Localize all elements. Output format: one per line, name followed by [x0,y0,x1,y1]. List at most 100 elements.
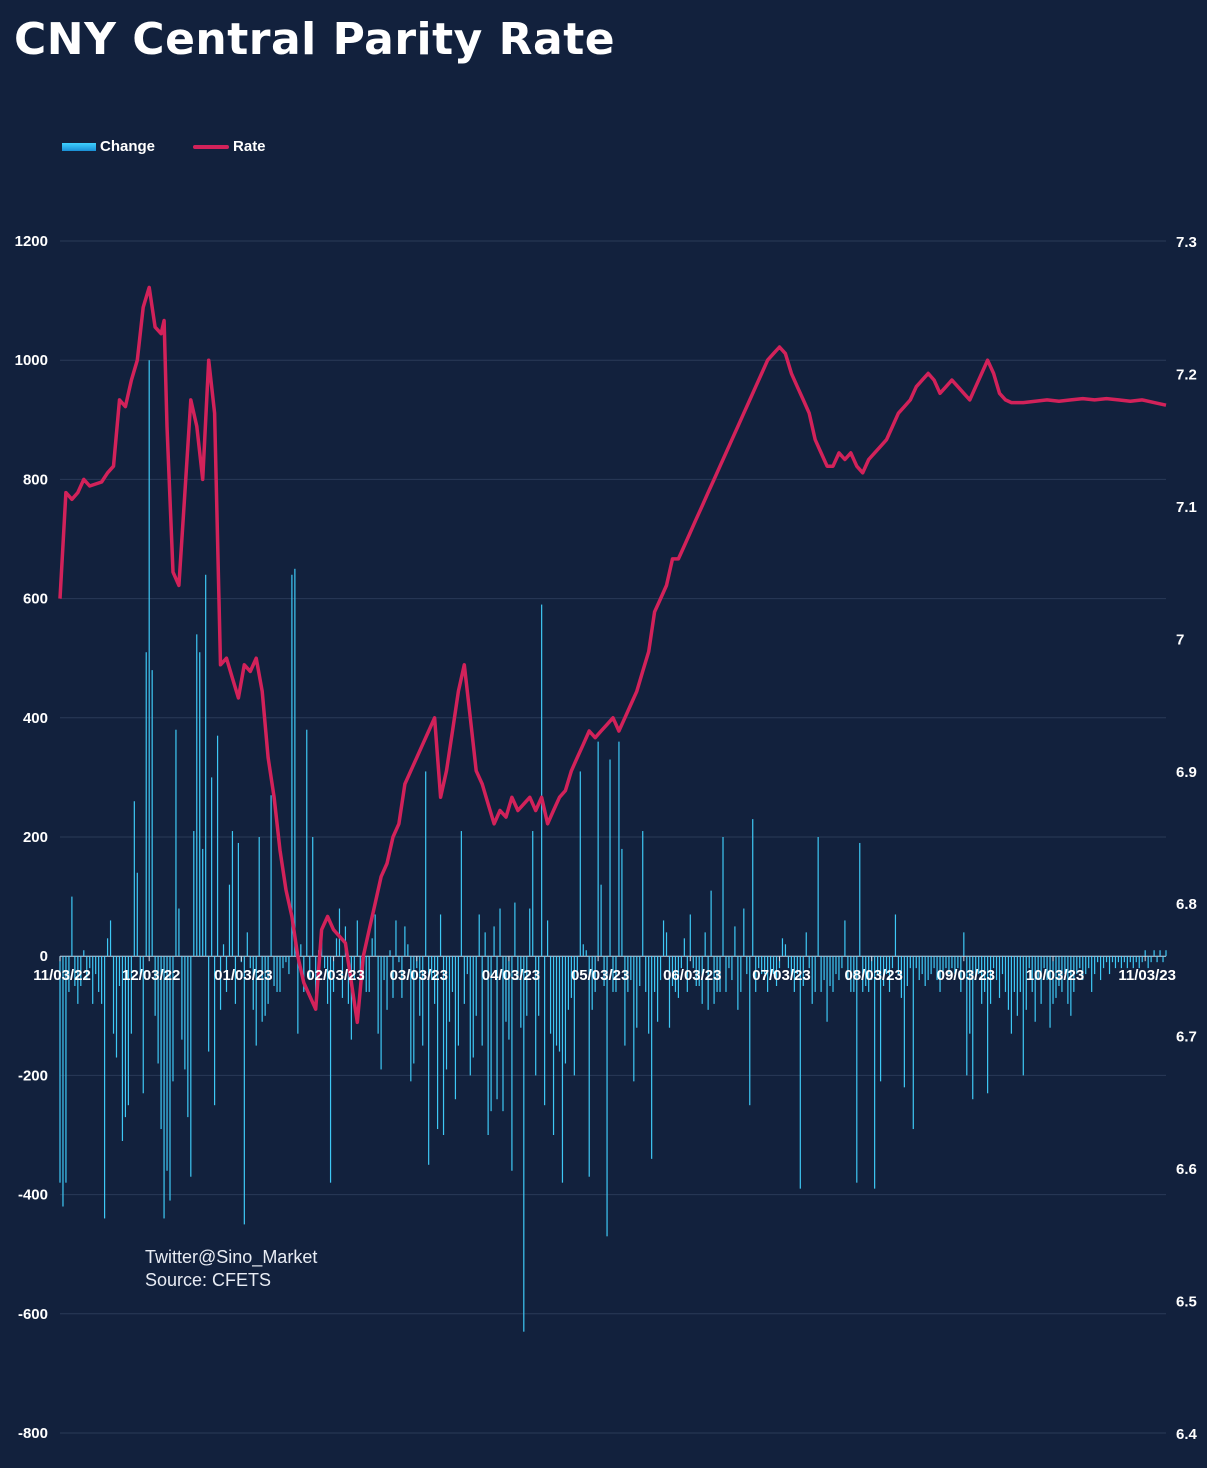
change-bar [196,634,198,957]
change-bar [639,956,641,986]
change-bar [517,956,519,981]
change-bar [933,956,935,969]
right-axis: 7.3 7.2 7.1 7 6.9 6.8 6.7 6.6 6.5 6.4 [1176,234,1198,1443]
change-bar [859,842,861,957]
left-tick-label: -800 [18,1425,48,1442]
legend-item-change[interactable]: Change [62,138,155,155]
change-bar [749,956,751,1106]
change-bar [98,956,100,992]
x-tick-label: 06/03/23 [663,967,721,984]
change-bar [775,956,778,986]
change-bar [92,956,94,1004]
change-bar [273,956,275,986]
change-bar [1061,956,1063,992]
change-bar [784,944,787,957]
change-bar [77,956,79,1004]
change-bar [897,956,900,975]
change-bar [835,956,837,975]
x-tick-label: 04/03/23 [482,967,540,984]
x-tick-label: 10/03/23 [1026,967,1084,984]
change-bar [193,831,195,957]
change-bar [877,956,879,975]
change-bar [68,956,70,992]
change-bar [769,956,772,981]
change-bar [582,944,584,957]
change-bar [1016,956,1018,1016]
change-bar [677,956,680,998]
x-tick-label: 11/03/22 [33,967,91,984]
change-bar [332,956,335,992]
rate-line-group [58,285,1167,1025]
change-bar [1094,956,1096,975]
change-bar [535,956,537,1076]
change-bar [778,956,781,969]
change-bar [118,956,121,986]
change-bar [1132,956,1134,969]
left-tick-label: -400 [18,1187,48,1204]
change-bar [764,956,766,975]
change-bar [844,920,846,957]
change-bar [758,956,760,969]
change-bar [975,956,977,981]
change-bar [909,956,911,969]
change-bar [1049,956,1051,1028]
change-bar [541,604,543,957]
change-bar [219,956,222,1010]
change-bar [683,938,685,957]
change-bar [428,956,430,1165]
change-bar [1129,956,1131,963]
change-bar [743,908,745,957]
change-bar [930,956,932,975]
legend-item-rate[interactable]: Rate [193,138,266,155]
change-bar [761,956,763,975]
change-bar [772,956,775,975]
right-tick-label: 7 [1176,631,1184,648]
right-tick-label: 6.5 [1176,1294,1197,1311]
change-bar [163,956,165,1219]
change-bar [454,956,457,1100]
change-bar [627,956,629,992]
change-bar [891,956,894,969]
change-bar [258,837,260,957]
change-bar [805,932,807,957]
change-bar [505,956,507,1022]
change-bar [89,956,91,969]
change-bar [234,956,237,1004]
change-bar [796,956,798,975]
watermark-source: Source: CFETS [145,1270,272,1290]
change-bar [365,956,367,992]
change-bar [353,956,355,981]
left-tick-label: 1200 [15,233,48,250]
left-tick-label: 400 [23,710,48,727]
change-bar [368,956,370,992]
change-bar [942,956,944,975]
change-bar [659,956,662,981]
change-bar [1055,956,1057,998]
legend-swatch-change [62,142,96,151]
change-bar [906,956,908,986]
x-tick-label: 02/03/23 [306,967,364,984]
change-bar [871,956,873,981]
change-bar [1019,956,1021,992]
change-bar [127,956,129,1106]
change-bar [624,956,626,1046]
change-bar [359,956,361,975]
change-bar [124,956,127,1118]
change-bar [915,956,917,969]
change-bar [781,938,784,957]
change-bar [668,956,671,1028]
change-bar [686,956,688,992]
right-tick-label: 7.3 [1176,234,1197,251]
change-bar [879,956,882,1082]
change-bar [133,801,135,957]
change-bar [1105,956,1108,963]
change-bar [526,956,528,1016]
change-bar [419,956,421,1016]
change-bar [407,944,409,957]
change-bar [216,735,219,957]
left-tick-label: 800 [23,471,48,488]
change-bar [1085,956,1087,975]
change-bar [981,956,983,1004]
watermark: Twitter@Sino_Market Source: CFETS [145,1246,317,1292]
change-bar [1073,956,1075,992]
